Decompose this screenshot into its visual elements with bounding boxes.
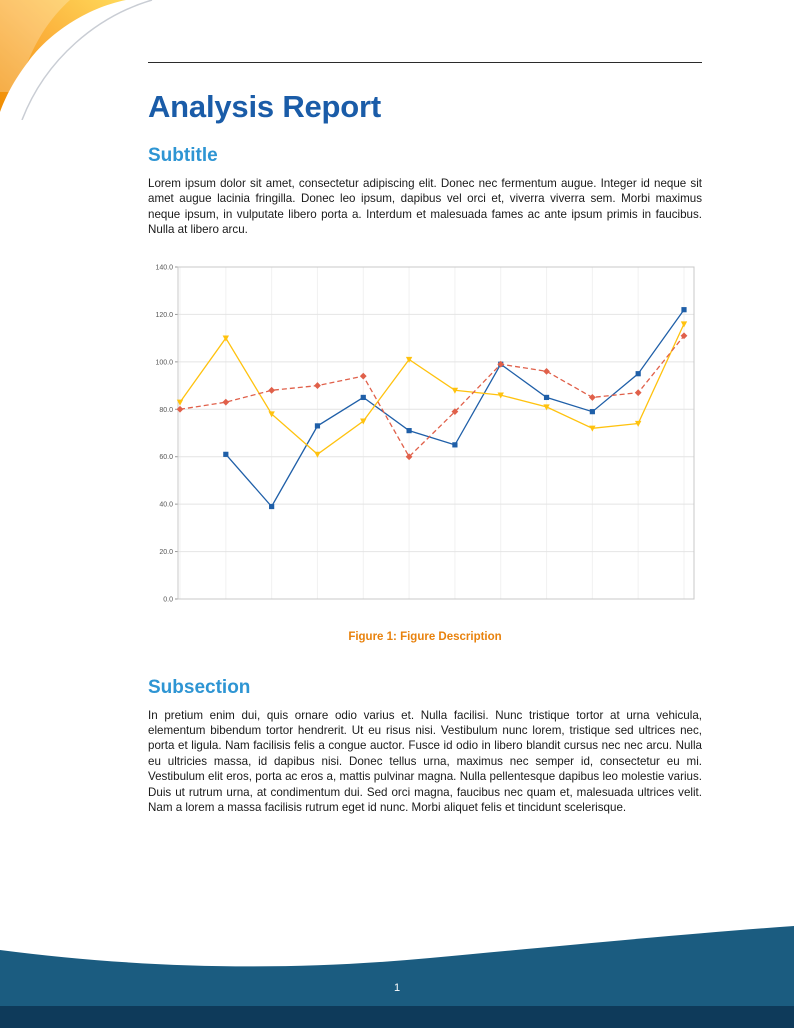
svg-text:100.0: 100.0 [155, 359, 173, 366]
corner-swoosh-decoration [0, 0, 153, 120]
page-number: 1 [393, 982, 401, 994]
svg-text:0.0: 0.0 [163, 596, 173, 603]
svg-text:80.0: 80.0 [159, 406, 173, 413]
section-heading-subtitle: Subtitle [148, 145, 218, 166]
footer-wave-decoration [0, 926, 794, 1028]
page-title: Analysis Report [148, 89, 382, 124]
svg-text:40.0: 40.0 [159, 501, 173, 508]
header-rule [148, 62, 702, 63]
svg-text:120.0: 120.0 [155, 312, 173, 319]
figure-caption-label: Figure 1: [348, 630, 397, 643]
figure-1: 0.0 20.0 40.0 60.0 80.0 100.0 120.0 140.0 Figur… [148, 259, 702, 643]
line-chart: 0.0 20.0 40.0 60.0 80.0 100.0 120.0 140.0 [155, 264, 695, 603]
figure-caption-text: Figure Description [400, 630, 502, 643]
svg-text:60.0: 60.0 [159, 454, 173, 461]
svg-text:20.0: 20.0 [159, 549, 173, 556]
section-heading-subsection: Subsection [148, 676, 251, 698]
svg-text:140.0: 140.0 [155, 264, 173, 271]
figure-caption: Figure 1: Figure Description [148, 631, 702, 643]
page-content: Analysis Report Subtitle Lorem ipsum dol… [148, 0, 702, 815]
paragraph-intro: Lorem ipsum dolor sit amet, consectetur … [148, 177, 702, 237]
paragraph-subsection: In pretium enim dui, quis ornare odio va… [148, 708, 702, 815]
